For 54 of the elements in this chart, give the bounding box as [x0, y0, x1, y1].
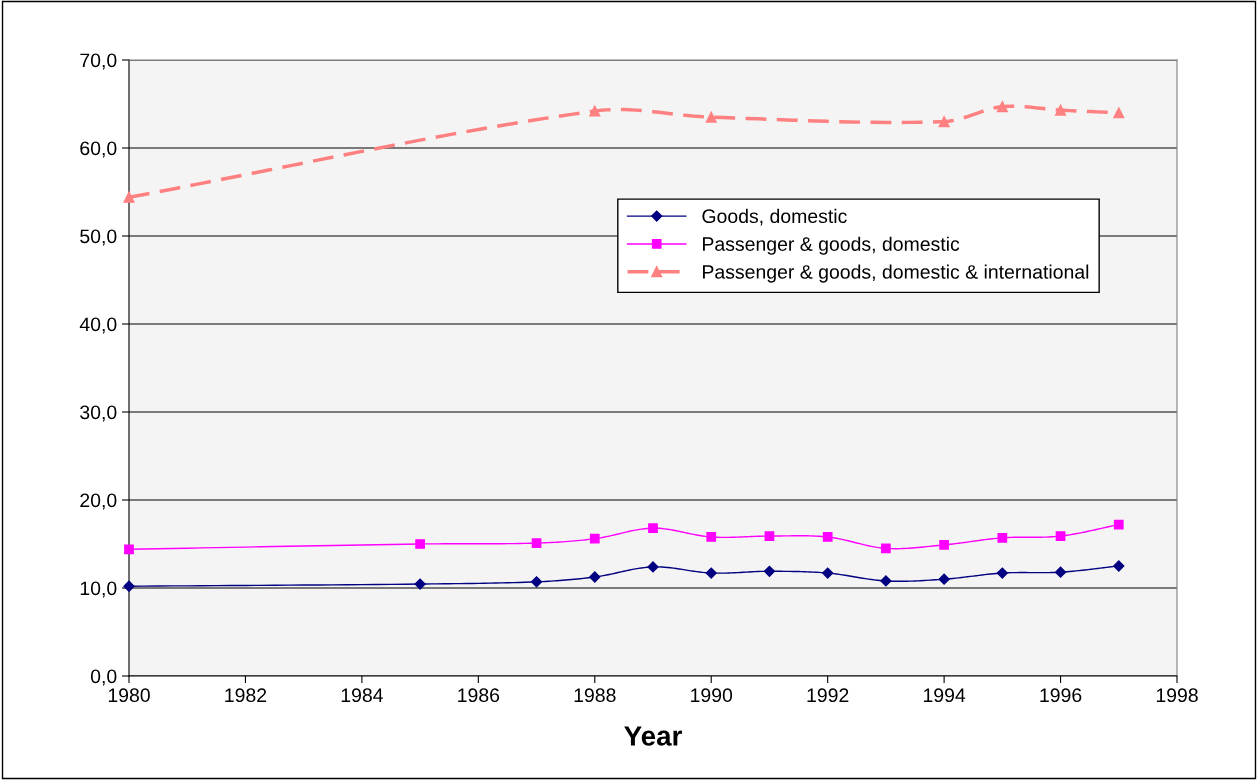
- x-tick-label: 1986: [458, 688, 500, 703]
- y-tick-label: 40,0: [79, 317, 117, 334]
- point: [1113, 560, 1125, 572]
- point: [996, 567, 1008, 579]
- point: [1054, 104, 1067, 116]
- y-tick-label: 20,0: [80, 493, 117, 510]
- legend-label: Goods, domestic: [702, 208, 847, 226]
- point: [938, 573, 950, 585]
- y-tick-label: 50,0: [80, 229, 117, 246]
- point: [589, 571, 601, 583]
- point: [1054, 566, 1067, 578]
- y-tick-label: 70,0: [80, 53, 117, 70]
- point: [648, 523, 658, 534]
- x-axis-title: Year: [624, 726, 682, 746]
- point: [1113, 519, 1124, 530]
- point: [880, 575, 892, 587]
- point: [996, 101, 1008, 113]
- x-tick-label: 1982: [225, 688, 267, 703]
- point: [647, 561, 659, 573]
- point: [939, 540, 949, 550]
- point: [1055, 531, 1066, 541]
- point: [589, 105, 601, 117]
- point: [589, 533, 600, 544]
- point: [822, 532, 833, 542]
- point: [415, 539, 425, 549]
- x-tick-label: 1996: [1040, 688, 1082, 703]
- point: [1113, 107, 1125, 119]
- point: [822, 567, 834, 579]
- point: [705, 111, 717, 123]
- point: [414, 578, 426, 590]
- point: [997, 532, 1008, 543]
- point: [881, 543, 891, 554]
- y-tick-label: 60,0: [80, 141, 117, 158]
- point: [764, 531, 775, 541]
- point: [705, 567, 717, 579]
- x-tick-label: 1994: [923, 688, 966, 703]
- point: [938, 116, 950, 128]
- point: [123, 191, 135, 203]
- x-tick-label: 1980: [108, 688, 150, 703]
- legend-label: Passenger & goods, domestic: [703, 236, 960, 255]
- y-tick-label: 30,0: [80, 405, 117, 422]
- point: [531, 538, 542, 548]
- y-tick-label: 10,0: [80, 581, 117, 598]
- point: [124, 544, 134, 555]
- point: [706, 532, 717, 542]
- x-tick-label: 1992: [807, 688, 849, 703]
- x-tick-label: 1998: [1156, 688, 1198, 703]
- point: [763, 565, 776, 577]
- x-tick-label: 1988: [574, 688, 616, 703]
- point: [530, 576, 543, 588]
- legend-label: Passenger & goods, domestic & international: [703, 264, 1089, 283]
- x-tick-label: 1990: [691, 688, 733, 703]
- y-tick-label: 0,0: [90, 669, 117, 686]
- x-tick-label: 1984: [341, 688, 383, 703]
